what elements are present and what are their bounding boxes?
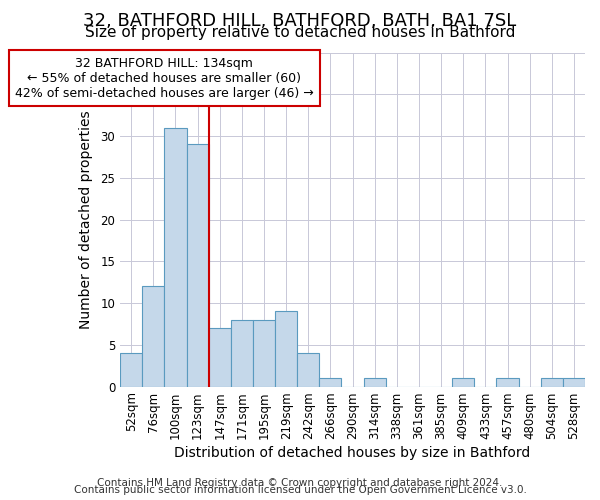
Text: Contains HM Land Registry data © Crown copyright and database right 2024.: Contains HM Land Registry data © Crown c…	[97, 478, 503, 488]
Text: 32, BATHFORD HILL, BATHFORD, BATH, BA1 7SL: 32, BATHFORD HILL, BATHFORD, BATH, BA1 7…	[83, 12, 517, 30]
Bar	[209, 328, 231, 386]
Bar	[231, 320, 253, 386]
Text: 32 BATHFORD HILL: 134sqm
← 55% of detached houses are smaller (60)
42% of semi-d: 32 BATHFORD HILL: 134sqm ← 55% of detach…	[15, 56, 314, 100]
Bar	[364, 378, 386, 386]
Bar	[275, 312, 297, 386]
Bar	[319, 378, 341, 386]
Y-axis label: Number of detached properties: Number of detached properties	[79, 110, 94, 329]
Bar	[563, 378, 585, 386]
X-axis label: Distribution of detached houses by size in Bathford: Distribution of detached houses by size …	[175, 446, 530, 460]
Bar	[142, 286, 164, 386]
Bar	[452, 378, 475, 386]
Text: Contains public sector information licensed under the Open Government Licence v3: Contains public sector information licen…	[74, 485, 526, 495]
Bar	[164, 128, 187, 386]
Bar	[496, 378, 518, 386]
Bar	[297, 353, 319, 386]
Bar	[541, 378, 563, 386]
Bar	[253, 320, 275, 386]
Bar	[187, 144, 209, 386]
Bar	[120, 353, 142, 386]
Text: Size of property relative to detached houses in Bathford: Size of property relative to detached ho…	[85, 25, 515, 40]
